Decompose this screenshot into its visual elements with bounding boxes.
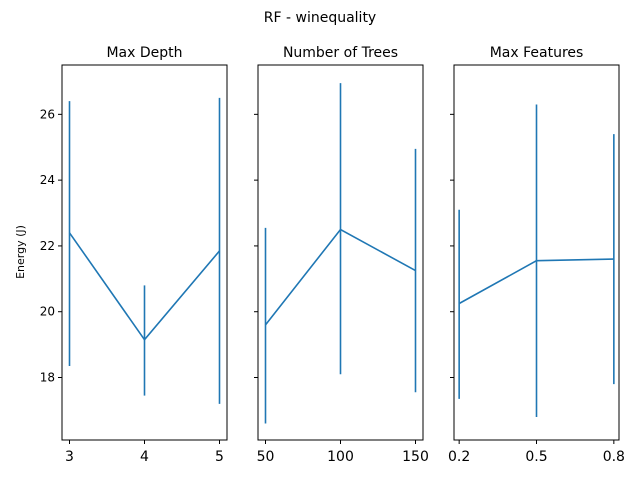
subplots: Max Depth 18 20 22 24 26 3 4 5 Number of Trees 50 1…	[40, 45, 625, 465]
x-tick-label: 50	[257, 449, 275, 465]
y-tick-label: 26	[40, 107, 55, 121]
y-tick-label: 18	[40, 371, 55, 385]
x-tick-label: 150	[402, 449, 429, 465]
subplot-title: Number of Trees	[283, 45, 398, 61]
subplot-1: Max Depth 18 20 22 24 26 3 4 5	[40, 45, 228, 465]
x-tick-label: 3	[65, 449, 74, 465]
x-tick-label: 5	[215, 449, 224, 465]
y-axis-label: Energy (J)	[14, 225, 27, 279]
subplot-title: Max Features	[490, 45, 584, 61]
series-line	[264, 228, 416, 326]
figure-title: RF - winequality	[264, 10, 376, 26]
subplot-title: Max Depth	[106, 45, 182, 61]
x-tick-label: 0.2	[448, 449, 470, 465]
y-tick-label: 24	[40, 173, 55, 187]
subplot-3: Max Features 0.2 0.5 0.8	[448, 45, 625, 465]
series-line	[458, 258, 614, 305]
x-tick-label: 4	[140, 449, 149, 465]
x-tick-label: 100	[327, 449, 354, 465]
x-tick-label: 0.8	[603, 449, 625, 465]
subplot-2: Number of Trees 50 100 150	[254, 45, 429, 465]
y-tick-label: 22	[40, 239, 55, 253]
x-tick-label: 0.5	[525, 449, 547, 465]
series-line	[68, 232, 221, 342]
y-tick-label: 20	[40, 305, 55, 319]
